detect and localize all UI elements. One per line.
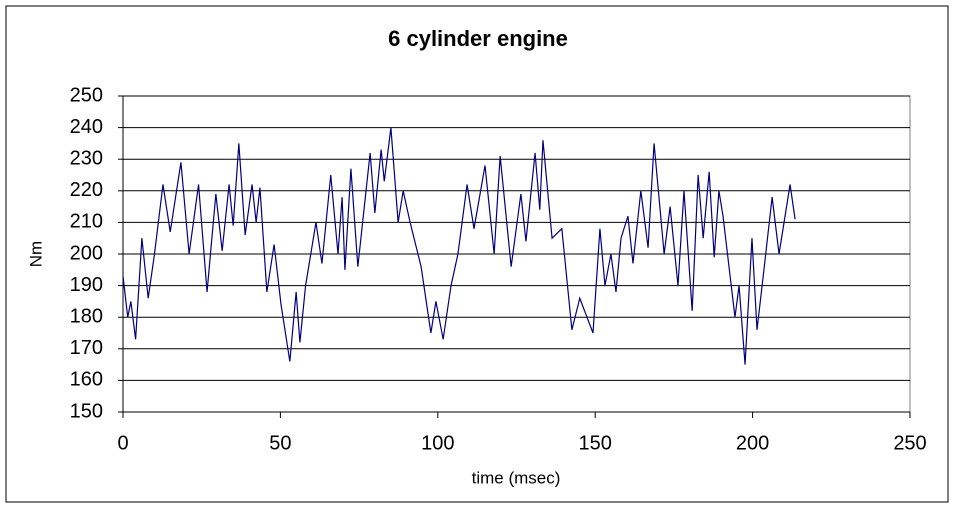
y-tick-label: 250 <box>70 84 103 106</box>
x-tick-label: 250 <box>893 432 926 454</box>
x-tick-label: 0 <box>117 432 128 454</box>
y-tick-label: 200 <box>70 242 103 264</box>
data-line <box>122 127 796 365</box>
x-axis-label: time (msec) <box>472 468 561 487</box>
y-tick-label: 210 <box>70 211 103 233</box>
y-tick-label: 230 <box>70 147 103 169</box>
x-tick-label: 200 <box>736 432 769 454</box>
y-tick-label: 150 <box>70 400 103 422</box>
x-tick-label: 100 <box>421 432 454 454</box>
y-tick-label: 170 <box>70 337 103 359</box>
x-tick-label: 50 <box>269 432 291 454</box>
y-tick-label: 180 <box>70 305 103 327</box>
chart-title: 6 cylinder engine <box>388 26 568 51</box>
y-tick-label: 190 <box>70 274 103 296</box>
y-tick-label: 220 <box>70 179 103 201</box>
y-axis-label: Nm <box>26 241 45 267</box>
y-tick-label: 160 <box>70 369 103 391</box>
y-tick-label: 240 <box>70 116 103 138</box>
x-tick-label: 150 <box>579 432 612 454</box>
